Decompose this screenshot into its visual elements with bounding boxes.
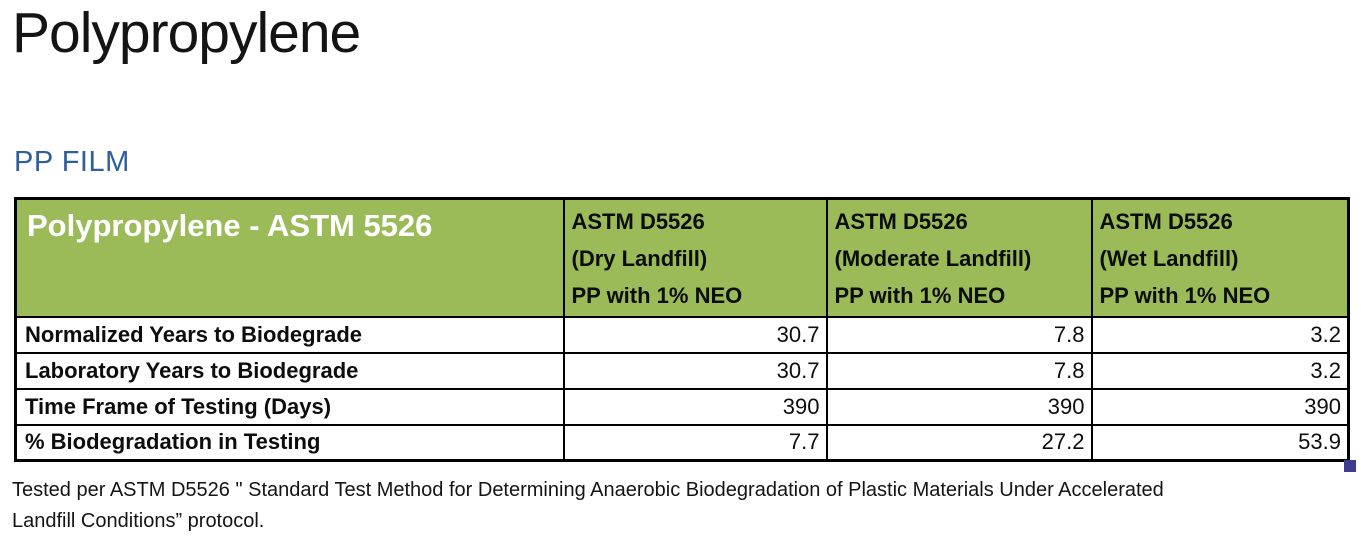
table-row: % Biodegradation in Testing 7.7 27.2 53.…: [14, 423, 1350, 462]
cell-value: 30.7: [562, 351, 828, 390]
column-header-line: ASTM D5526: [571, 209, 705, 234]
table-resize-handle[interactable]: [1344, 460, 1356, 472]
table-row: Time Frame of Testing (Days) 390 390 390: [14, 387, 1350, 426]
row-label: Time Frame of Testing (Days): [14, 387, 565, 426]
footnote: Tested per ASTM D5526 " Standard Test Me…: [12, 475, 1332, 536]
table-body: Normalized Years to Biodegrade 30.7 7.8 …: [14, 315, 1350, 462]
column-header-line: (Wet Landfill): [1099, 246, 1239, 271]
table-header-row: Polypropylene - ASTM 5526 ASTM D5526 (Dr…: [14, 197, 1350, 318]
column-header-line: (Dry Landfill): [571, 246, 708, 271]
page-title: Polypropylene: [12, 1, 361, 65]
row-label: % Biodegradation in Testing: [14, 423, 565, 462]
cell-value: 30.7: [562, 315, 828, 354]
footnote-line-2: Landfill Conditions” protocol.: [12, 509, 265, 532]
cell-value: 53.9: [1090, 423, 1350, 462]
section-subtitle: PP FILM: [14, 146, 130, 178]
table-title-cell: Polypropylene - ASTM 5526: [14, 197, 565, 318]
row-label: Normalized Years to Biodegrade: [14, 315, 565, 354]
column-header-wet-landfill: ASTM D5526 (Wet Landfill) PP with 1% NEO: [1090, 197, 1350, 318]
column-header-dry-landfill: ASTM D5526 (Dry Landfill) PP with 1% NEO: [562, 197, 828, 318]
column-header-line: ASTM D5526: [834, 209, 968, 234]
row-label: Laboratory Years to Biodegrade: [14, 351, 565, 390]
cell-value: 390: [1090, 387, 1350, 426]
cell-value: 3.2: [1090, 315, 1350, 354]
column-header-line: ASTM D5526: [1099, 209, 1233, 234]
column-header-line: PP with 1% NEO: [571, 283, 743, 308]
table-row: Normalized Years to Biodegrade 30.7 7.8 …: [14, 315, 1350, 354]
table-row: Laboratory Years to Biodegrade 30.7 7.8 …: [14, 351, 1350, 390]
cell-value: 27.2: [825, 423, 1093, 462]
biodegradation-table: Polypropylene - ASTM 5526 ASTM D5526 (Dr…: [14, 197, 1350, 462]
footnote-line-1: Tested per ASTM D5526 " Standard Test Me…: [12, 479, 1164, 501]
cell-value: 7.8: [825, 315, 1093, 354]
cell-value: 7.8: [825, 351, 1093, 390]
column-header-line: (Moderate Landfill): [834, 246, 1032, 271]
cell-value: 390: [562, 387, 828, 426]
cell-value: 390: [825, 387, 1093, 426]
cell-value: 3.2: [1090, 351, 1350, 390]
cell-value: 7.7: [562, 423, 828, 462]
table-header: Polypropylene - ASTM 5526 ASTM D5526 (Dr…: [14, 197, 1350, 318]
column-header-moderate-landfill: ASTM D5526 (Moderate Landfill) PP with 1…: [825, 197, 1093, 318]
column-header-line: PP with 1% NEO: [834, 283, 1006, 308]
column-header-line: PP with 1% NEO: [1099, 283, 1271, 308]
